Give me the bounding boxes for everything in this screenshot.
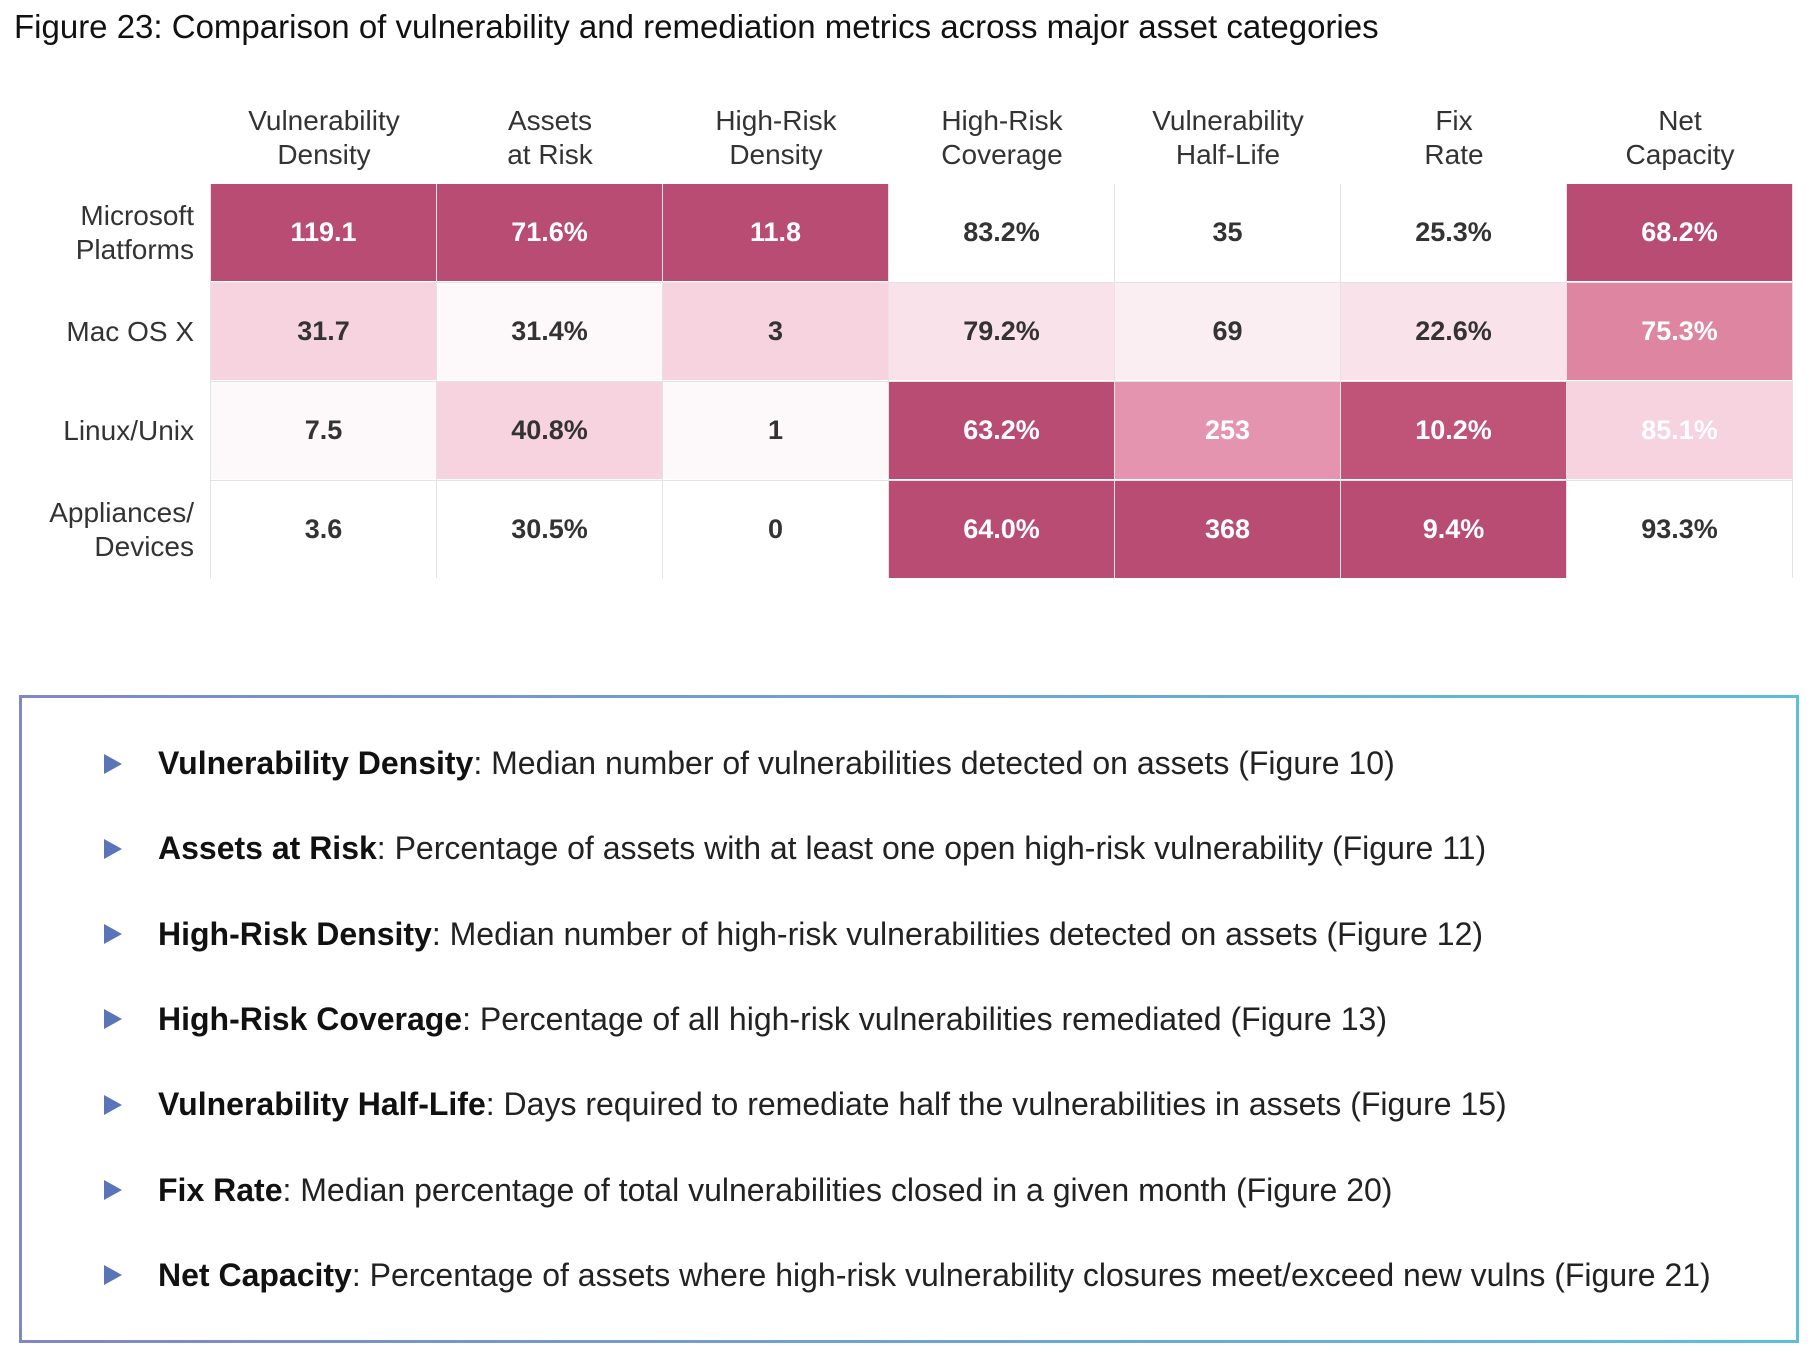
definition-item: High-Risk Coverage: Percentage of all hi… [104,1001,1387,1038]
definition-description: : Percentage of assets where high-risk v… [351,1256,1711,1293]
grid-line [211,282,1793,283]
definition-term: High-Risk Coverage [158,1000,463,1037]
heatmap-cell: 253 [1115,382,1340,479]
heatmap-cell: 10.2% [1341,382,1566,479]
metric-definitions-box: Vulnerability Density: Median number of … [19,695,1799,1343]
column-header: Fix Rate [1341,104,1567,172]
row-label-line: Mac OS X [66,315,194,347]
definition-description: : Days required to remediate half the vu… [485,1086,1507,1123]
heatmap-cell: 11.8 [663,184,888,281]
definition-item: Assets at Risk: Percentage of assets wit… [104,830,1486,867]
heatmap-cell: 71.6% [437,184,662,281]
heatmap-cell: 9.4% [1341,481,1566,578]
column-header-line: Density [277,139,371,170]
column-header-line: High-Risk [941,105,1063,136]
column-header-line: Vulnerability [1152,105,1304,136]
definition-description: : Median number of vulnerabilities detec… [473,745,1395,781]
definition-item: Net Capacity: Percentage of assets where… [104,1257,1711,1294]
definition-description: : Median number of high-risk vulnerabili… [431,915,1484,952]
triangle-bullet-icon [104,1180,122,1200]
definition-term: Vulnerability Density [158,745,474,781]
definition-term: High-Risk Density [158,915,432,952]
triangle-bullet-icon [104,753,122,774]
column-header-line: Coverage [941,139,1063,170]
column-header: Assets at Risk [437,104,663,172]
heatmap-cell: 368 [1115,481,1340,578]
triangle-bullet-icon [104,1009,122,1030]
definition-item: Fix Rate: Median percentage of total vul… [104,1172,1392,1209]
column-header: High-Risk Density [663,104,889,172]
row-label: Mac OS X [66,283,194,380]
definition-item: High-Risk Density: Median number of high… [104,916,1483,953]
definition-description: : Percentage of all high-risk vulnerabil… [462,1000,1387,1037]
grid-line [211,480,1793,481]
definition-description: : Percentage of assets with at least one… [376,830,1487,867]
definition-term: Net Capacity [158,1256,352,1293]
triangle-bullet-icon [104,838,122,859]
heatmap-cell: 30.5% [437,481,662,578]
column-header-line: High-Risk [715,105,837,136]
heatmap-cell: 1 [663,382,888,479]
triangle-bullet-icon [104,1094,122,1115]
heatmap-cell: 3.6 [211,481,436,578]
heatmap-cell: 83.2% [889,184,1114,281]
heatmap-cell: 3 [663,283,888,380]
heatmap-cell: 0 [663,481,888,578]
row-label-line: Linux/Unix [63,414,194,446]
heatmap-chart: Vulnerability Density Assets at Risk High-Ri… [0,0,1816,600]
row-label-line: Devices [94,530,194,562]
row-label-line: Appliances/ [49,496,194,528]
row-label: Linux/Unix [63,382,194,479]
column-header-line: at Risk [507,139,593,170]
heatmap-cell: 40.8% [437,382,662,479]
column-header-line: Assets [507,105,593,136]
figure-title: Figure 23: Comparison of vulnerability a… [14,8,1379,45]
column-header-line: Fix [1435,105,1473,136]
column-header: High-Risk Coverage [889,104,1115,172]
heatmap-cell: 64.0% [889,481,1114,578]
row-label-line: Platforms [75,233,194,265]
grid-line [211,381,1793,382]
heatmap-cell: 93.3% [1567,481,1792,578]
heatmap-cell: 22.6% [1341,283,1566,380]
definition-term: Vulnerability Half-Life [158,1086,486,1123]
column-header-line: Capacity [1625,139,1735,170]
heatmap-cell: 7.5 [211,382,436,479]
heatmap-cell: 31.7 [211,283,436,380]
column-header-line: Density [729,139,823,170]
triangle-bullet-icon [104,924,122,945]
heatmap-cell: 75.3% [1567,283,1792,380]
definition-description: : Median percentage of total vulnerabili… [282,1171,1393,1208]
heatmap-cell: 31.4% [437,283,662,380]
column-header-line: Rate [1424,139,1484,170]
definition-term: Fix Rate [158,1171,283,1208]
column-header: Vulnerability Half-Life [1115,104,1341,172]
column-header-line: Net [1658,105,1702,136]
triangle-bullet-icon [104,1265,122,1286]
heatmap-cell: 63.2% [889,382,1114,479]
heatmap-cell: 25.3% [1341,184,1566,281]
heatmap-cell: 68.2% [1567,184,1792,281]
column-header-line: Half-Life [1175,139,1281,170]
grid-line [210,184,211,578]
column-header: Net Capacity [1567,104,1793,172]
heatmap-cell: 69 [1115,283,1340,380]
heatmap-cell: 35 [1115,184,1340,281]
row-label: Appliances/Devices [49,481,194,578]
row-label-line: Microsoft [80,199,194,231]
definition-item: Vulnerability Density: Median number of … [104,745,1395,782]
row-label: Microsoft Platforms [76,184,194,281]
column-header-line: Vulnerability [248,105,400,136]
column-header: Vulnerability Density [211,104,437,172]
heatmap-cell: 85.1% [1567,382,1792,479]
heatmap-cell: 79.2% [889,283,1114,380]
definition-term: Assets at Risk [158,830,377,867]
definition-item: Vulnerability Half-Life: Days required t… [104,1086,1507,1123]
heatmap-cell: 119.1 [211,184,436,281]
